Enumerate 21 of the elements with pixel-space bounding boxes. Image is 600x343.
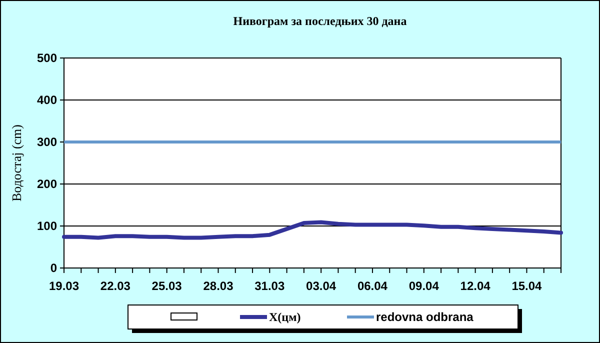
y-tick-label: 0 xyxy=(50,261,58,275)
line-series xyxy=(62,220,563,240)
x-tick-label: 31.03 xyxy=(254,279,285,293)
chart-title: Нивограм за последњих 30 дана xyxy=(233,14,407,28)
y-tick-label: 300 xyxy=(36,135,58,149)
x-tick-label: 15.04 xyxy=(512,279,542,293)
y-axis-title: Водостај (cm) xyxy=(9,124,24,202)
y-tick-label: 400 xyxy=(36,93,58,107)
x-tick-label: 22.03 xyxy=(100,279,131,293)
y-tick-label: 200 xyxy=(36,177,58,191)
legend-label: X(цм) xyxy=(269,310,301,324)
y-tick-label: 100 xyxy=(36,219,58,233)
x-tick-label: 09.04 xyxy=(408,279,440,293)
x-tick-label: 03.04 xyxy=(306,279,336,293)
x-tick-label: 06.04 xyxy=(357,279,388,293)
x-tick-label: 12.04 xyxy=(460,279,491,293)
legend-label: redovna odbrana xyxy=(376,310,474,324)
x-tick-label: 25.03 xyxy=(152,279,182,293)
x-tick-label: 28.03 xyxy=(203,279,234,293)
y-tick-label: 500 xyxy=(36,51,58,65)
x-tick-label: 19.03 xyxy=(48,279,80,293)
